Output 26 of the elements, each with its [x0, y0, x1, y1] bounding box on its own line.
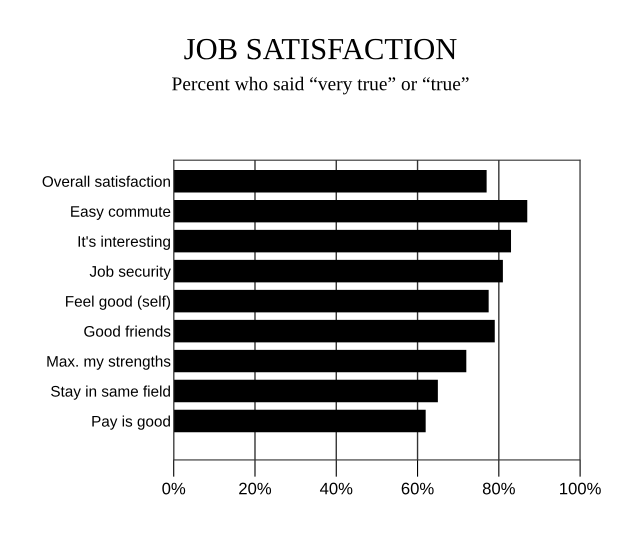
x-tick-label: 60%: [402, 482, 434, 494]
chart-subtitle: Percent who said “very true” or “true”: [172, 76, 469, 94]
bar: [174, 290, 489, 312]
x-tick-label: 40%: [320, 482, 352, 494]
x-tick-label: 0%: [162, 482, 186, 494]
bar: [174, 230, 512, 252]
bar: [174, 350, 466, 372]
bar: [174, 260, 503, 282]
y-tick-label: Job security: [90, 266, 171, 280]
bar: [174, 170, 487, 192]
y-tick-label: Feel good (self): [66, 296, 170, 310]
y-tick-label: It's interesting: [78, 236, 170, 250]
y-tick-label: Easy commute: [71, 206, 170, 220]
bar: [174, 380, 438, 402]
x-tick-label: 80%: [482, 482, 515, 494]
bar: [174, 320, 495, 342]
y-tick-label: Overall satisfaction: [42, 176, 170, 187]
bar: [174, 410, 426, 432]
y-tick-label: Pay is good: [92, 415, 170, 430]
bar: [174, 200, 528, 222]
chart-title: JOB SATISFACTION: [184, 38, 457, 60]
y-tick-label: Stay in same field: [51, 386, 170, 400]
x-tick-label: 20%: [239, 482, 272, 494]
y-tick-label: Max. my strengths: [47, 356, 170, 370]
x-tick-label: 100%: [560, 482, 601, 494]
y-tick-label: Good friends: [84, 326, 170, 337]
